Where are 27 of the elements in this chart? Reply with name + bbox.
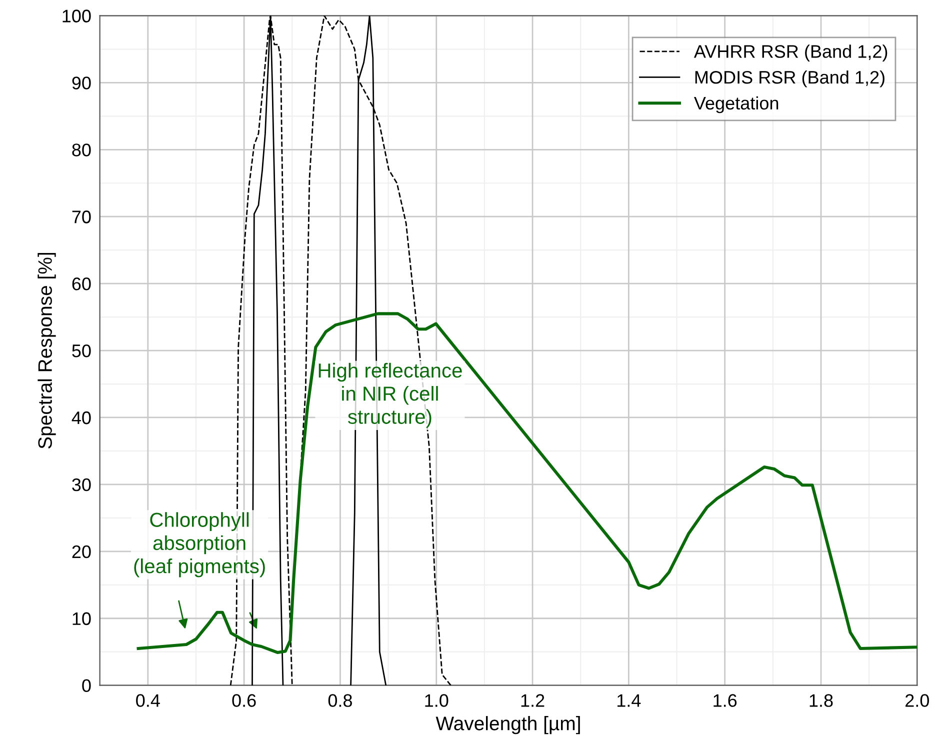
x-tick-label: 0.6 [232,694,256,707]
legend-label: Vegetation [694,96,778,114]
legend-label: MODIS RSR (Band 1,2) [695,70,884,88]
annotation: High reflectance in NIR (cell structure) [318,362,462,428]
y-tick-label: 30 [72,478,91,492]
x-tick-label: 0.4 [136,694,160,707]
y-tick-label: 90 [72,76,91,90]
annotation: Chlorophyll absorption (leaf pigments) [134,512,265,578]
legend-label: AVHRR RSR (Band 1,2) [694,44,888,62]
y-tick-label: 60 [72,278,91,290]
y-tick-label: 50 [72,344,91,358]
x-tick-label: 0.8 [328,694,352,707]
x-tick-label: 1.4 [618,694,641,707]
x-axis-title: Wavelength [µm] [436,716,580,734]
x-tick-label: 1.8 [810,694,833,707]
x-tick-label: 2.0 [906,694,929,707]
y-tick-label: 100 [62,10,91,22]
y-tick-label: 0 [82,679,91,692]
x-tick-label: 1.0 [425,694,448,707]
y-tick-label: 70 [72,210,91,224]
y-tick-label: 80 [72,144,91,156]
y-tick-label: 20 [72,545,91,558]
y-tick-label: 10 [72,612,91,626]
y-tick-label: 40 [72,411,91,424]
x-tick-label: 1.2 [521,694,544,707]
x-tick-label: 1.6 [714,694,737,707]
y-axis-title: Spectral Response [%] [38,253,56,449]
